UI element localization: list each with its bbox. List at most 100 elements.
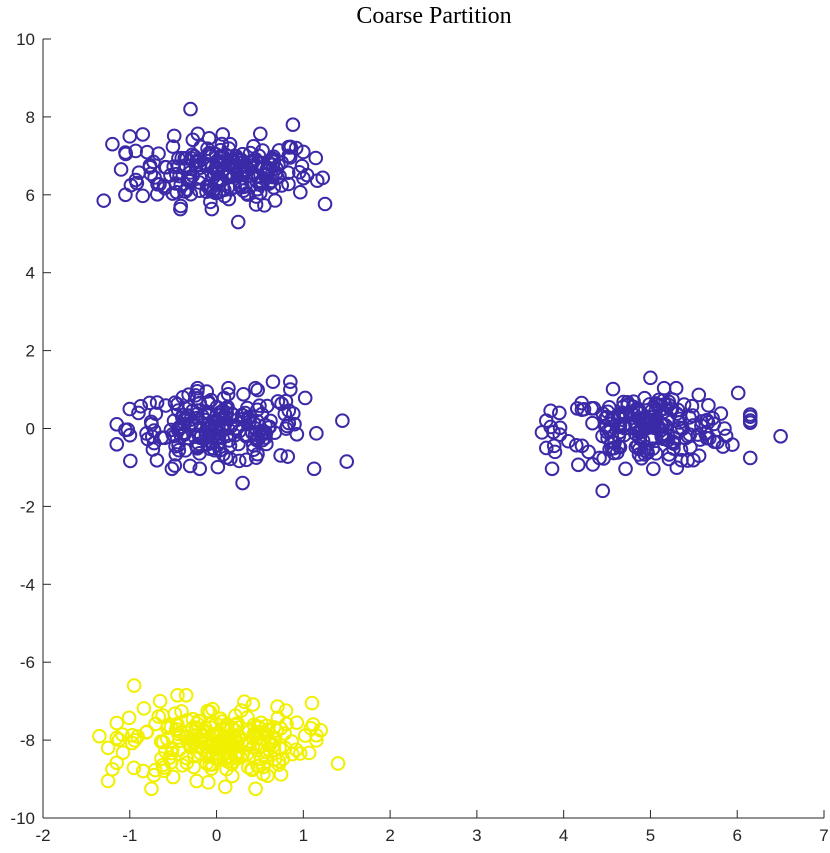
series-0: [96, 101, 788, 499]
scatter-point: [652, 423, 668, 439]
scatter-point: [742, 407, 758, 422]
scatter-point: [306, 461, 322, 477]
scatter-point: [173, 201, 188, 217]
scatter-point: [143, 414, 159, 430]
scatter-point: [214, 151, 229, 166]
y-tick-label: 0: [26, 420, 35, 439]
series-1: [92, 678, 346, 797]
scatter-point: [248, 781, 263, 797]
scatter-point: [143, 166, 159, 182]
scatter-point: [183, 101, 198, 117]
scatter-point: [219, 401, 234, 416]
scatter-point: [202, 427, 217, 442]
x-tick-label: -1: [122, 826, 137, 845]
scatter-point: [643, 370, 658, 386]
scatter-point: [221, 380, 236, 396]
scatter-point: [595, 483, 611, 499]
x-tick-label: 2: [385, 826, 394, 845]
scatter-point: [632, 425, 647, 440]
scatter-point: [219, 717, 235, 732]
scatter-point: [544, 461, 560, 477]
scatter-point: [330, 756, 346, 771]
scatter-point: [296, 170, 311, 186]
scatter-point: [281, 139, 296, 155]
scatter-point: [645, 461, 661, 477]
scatter-point: [219, 761, 234, 777]
scatter-point: [124, 728, 140, 743]
chart-title: Coarse Partition: [356, 3, 511, 29]
scatter-point: [247, 427, 263, 442]
scatter-point: [118, 145, 133, 160]
scatter-point: [661, 397, 676, 413]
scatter-point: [252, 177, 267, 192]
scatter-point: [568, 437, 584, 453]
scatter-point: [237, 427, 253, 443]
scatter-point: [144, 781, 159, 797]
scatter-point: [203, 720, 218, 735]
scatter-point: [163, 719, 179, 735]
scatter-point: [625, 399, 641, 415]
scatter-point: [182, 458, 198, 474]
y-tick-label: 6: [26, 186, 35, 205]
scatter-point: [139, 724, 155, 740]
scatter-point: [142, 158, 158, 173]
scatter-point: [246, 717, 262, 733]
scatter-point: [186, 731, 202, 747]
scatter-point: [109, 437, 125, 452]
scatter-point: [296, 144, 311, 160]
scatter-point: [592, 450, 607, 466]
scatter-point: [552, 420, 568, 436]
scatter-point: [599, 418, 614, 434]
scatter-point: [266, 720, 282, 735]
scatter-point: [140, 431, 156, 447]
scatter-point: [204, 761, 219, 776]
scatter-point: [618, 407, 634, 423]
scatter-point: [285, 117, 301, 132]
scatter-point: [109, 715, 125, 731]
scatter-point: [297, 728, 313, 743]
scatter-point: [317, 196, 333, 212]
scatter-point: [165, 769, 181, 785]
scatter-point: [193, 428, 209, 444]
scatter-point: [315, 170, 331, 186]
scatter-point: [595, 406, 611, 421]
scatter-point: [220, 386, 236, 402]
scatter-point: [152, 177, 167, 192]
scatter-point: [131, 405, 146, 421]
scatter-point: [122, 401, 138, 417]
scatter-point: [100, 773, 116, 789]
scatter-point: [270, 699, 285, 714]
scatter-point: [250, 382, 265, 398]
y-tick-label: -8: [20, 731, 35, 750]
scatter-point: [274, 396, 289, 411]
scatter-point: [660, 432, 676, 448]
scatter-point: [129, 175, 145, 191]
x-tick-label: 1: [299, 826, 308, 845]
scatter-point: [204, 201, 220, 217]
scatter-point: [118, 187, 133, 203]
scatter-point: [158, 398, 174, 413]
scatter-point: [235, 747, 250, 763]
scatter-point: [272, 168, 287, 184]
scatter-point: [158, 160, 174, 175]
scatter-point: [212, 737, 228, 752]
y-tick-label: 4: [26, 264, 35, 283]
scatter-point: [277, 406, 293, 422]
scatter-point: [232, 179, 248, 194]
scatter-point: [546, 438, 562, 454]
scatter-point: [201, 775, 216, 790]
scatter-point: [265, 731, 280, 746]
scatter-point: [289, 715, 305, 730]
scatter-point: [288, 742, 304, 758]
scatter-point: [286, 406, 301, 421]
y-tick-label: -6: [20, 653, 35, 672]
x-tick-label: 7: [819, 826, 828, 845]
scatter-point: [701, 398, 716, 413]
scatter-point: [210, 459, 226, 475]
scatter-point: [111, 732, 127, 748]
scatter-point: [581, 444, 596, 460]
scatter-point: [198, 720, 213, 736]
scatter-point: [571, 457, 586, 473]
y-tick-label: -10: [10, 809, 35, 828]
